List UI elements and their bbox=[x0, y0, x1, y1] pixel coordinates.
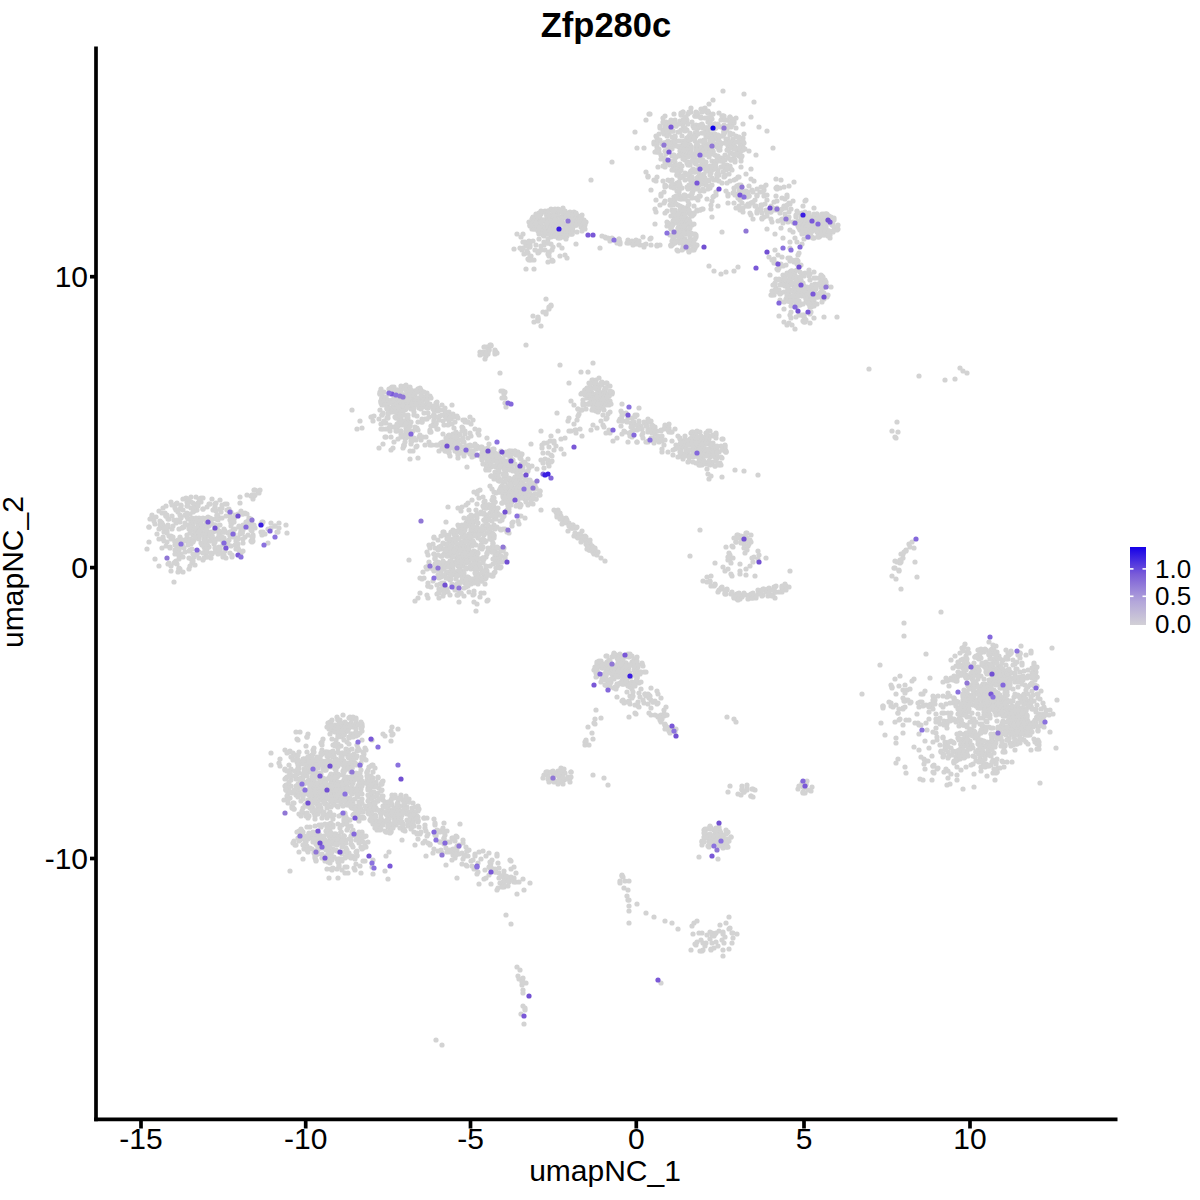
svg-text:0.5: 0.5 bbox=[1155, 581, 1191, 611]
svg-text:-15: -15 bbox=[119, 1122, 162, 1155]
svg-text:-10: -10 bbox=[284, 1122, 327, 1155]
svg-text:10: 10 bbox=[55, 260, 88, 293]
svg-text:-5: -5 bbox=[457, 1122, 484, 1155]
svg-text:Zfp280c: Zfp280c bbox=[541, 6, 671, 44]
svg-text:0: 0 bbox=[71, 551, 88, 584]
svg-text:10: 10 bbox=[953, 1122, 986, 1155]
svg-text:0: 0 bbox=[628, 1122, 645, 1155]
svg-text:1.0: 1.0 bbox=[1155, 554, 1191, 584]
svg-text:umapNC_2: umapNC_2 bbox=[0, 496, 29, 648]
svg-text:0.0: 0.0 bbox=[1155, 609, 1191, 639]
svg-text:5: 5 bbox=[796, 1122, 813, 1155]
svg-text:umapNC_1: umapNC_1 bbox=[529, 1154, 681, 1187]
svg-text:-10: -10 bbox=[45, 842, 88, 875]
